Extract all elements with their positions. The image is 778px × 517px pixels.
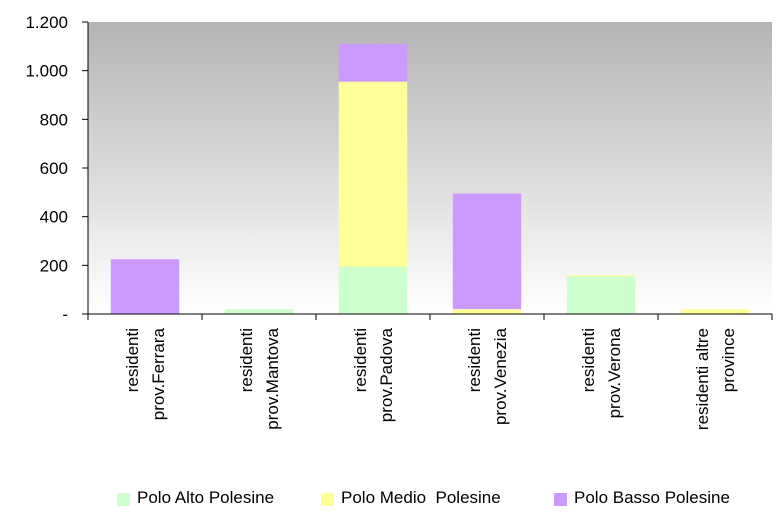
legend-swatch-medio [321,492,334,506]
bar-2-cat-5 [566,275,636,277]
legend-item-medio: Polo Medio Polesine [321,487,501,509]
bar-2-cat-4 [452,309,522,314]
y-tick-label: 800 [40,110,68,129]
x-tick-labels: residenti prov.Ferrara residenti prov.Manto… [123,327,738,430]
y-tick-label: 400 [40,208,68,227]
y-tick-label: 1.200 [25,13,68,32]
plot-area [88,22,772,314]
y-tick-label: 600 [40,159,68,178]
x-tick-label-line: residenti [465,328,484,392]
x-tick-label-line: province [719,328,738,392]
x-tick-label-line: residenti altre [693,328,712,430]
y-tick-label: - [62,305,68,324]
x-tick-label-line: prov.Mantova [263,327,282,429]
legend-swatch-alto [117,492,130,506]
bar-2-cat-3 [338,81,408,267]
bar-1-cat-5 [566,276,636,314]
x-tick-label-line: residenti [237,328,256,392]
legend-label-alto: Polo Alto Polesine [137,488,275,507]
x-tick-label-2: residenti prov.Mantova [237,327,282,429]
y-tick-label: 1.000 [25,62,68,81]
legend-label-medio: Polo Medio Polesine [341,488,501,507]
x-tick-label-5: residenti prov.Verona [579,327,624,418]
legend-item-alto: Polo Alto Polesine [117,487,274,509]
bar-3-cat-1 [110,259,180,314]
legend: Polo Alto Polesine Polo Medio Polesine P… [0,487,778,509]
bar-1-cat-3 [338,266,408,314]
legend-label-basso: Polo Basso Polesine [574,488,730,507]
bar-2-cat-6 [680,309,750,314]
y-tick-labels: - 200 400 600 800 1.000 1.200 [25,13,68,324]
bar-3-cat-3 [338,43,408,82]
x-tick-label-3: residenti prov.Padova [351,327,396,422]
legend-swatch-basso [554,492,567,506]
x-tick-label-4: residenti prov.Venezia [465,327,510,425]
axes [82,21,773,320]
bar-1-cat-2 [224,309,294,314]
x-tick-label-line: residenti [351,328,370,392]
x-tick-label-line: prov.Padova [377,327,396,422]
legend-item-basso: Polo Basso Polesine [554,487,730,509]
x-tick-label-line: residenti [579,328,598,392]
x-tick-label-6: residenti altre province [693,328,738,430]
x-tick-label-line: prov.Venezia [491,327,510,425]
x-tick-label-line: prov.Ferrara [149,327,168,420]
y-tick-label: 200 [40,256,68,275]
bars [110,43,750,314]
x-tick-label-line: prov.Verona [605,327,624,418]
bar-3-cat-4 [452,193,522,310]
x-tick-label-line: residenti [123,328,142,392]
x-tick-label-1: residenti prov.Ferrara [123,327,168,420]
